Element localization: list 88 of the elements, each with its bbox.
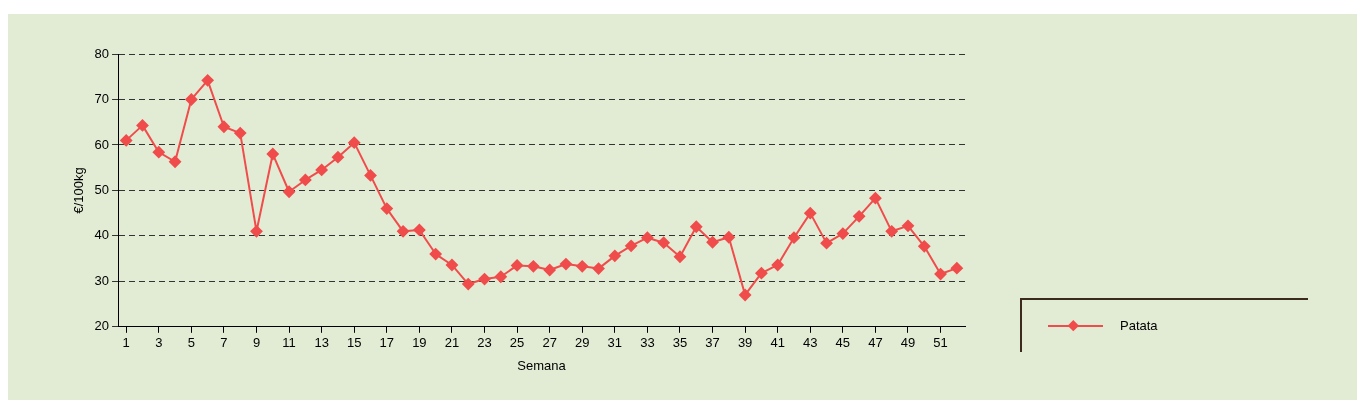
point xyxy=(413,223,426,236)
x-tick-label: 9 xyxy=(252,335,261,351)
x-tick-label: 7 xyxy=(220,335,228,351)
x-tick-label: 51 xyxy=(933,335,948,351)
point xyxy=(885,225,898,238)
point xyxy=(657,236,670,249)
x-tick-label: 39 xyxy=(737,335,753,351)
point xyxy=(739,288,752,301)
x-tick-label: 43 xyxy=(803,335,818,351)
point xyxy=(315,163,328,176)
point xyxy=(397,225,410,238)
point xyxy=(722,231,735,244)
point xyxy=(494,270,507,283)
x-tick-label: 49 xyxy=(900,335,916,351)
point xyxy=(625,239,638,252)
point xyxy=(804,207,817,220)
point xyxy=(901,219,914,232)
x-tick-label: 1 xyxy=(122,335,130,351)
x-tick-label: 15 xyxy=(346,335,362,351)
y-tick-label: 70 xyxy=(94,91,110,107)
point xyxy=(527,260,540,273)
y-tick-label: 50 xyxy=(94,181,110,197)
point xyxy=(445,258,458,271)
point xyxy=(690,220,703,233)
point xyxy=(152,146,165,159)
point xyxy=(234,127,247,140)
x-tick-label: 25 xyxy=(509,335,525,351)
point xyxy=(299,173,312,186)
x-tick-label: 5 xyxy=(187,335,195,351)
point xyxy=(918,240,931,253)
point xyxy=(673,250,686,263)
x-tick-label: 19 xyxy=(412,335,427,351)
point xyxy=(136,119,149,132)
point xyxy=(592,262,605,275)
x-tick-label: 31 xyxy=(607,335,623,351)
point xyxy=(185,93,198,106)
x-tick-label: 3 xyxy=(155,335,163,351)
y-tick-label: 20 xyxy=(94,318,110,334)
point xyxy=(641,231,654,244)
point xyxy=(331,151,344,164)
point xyxy=(543,263,556,276)
point xyxy=(706,236,719,249)
x-tick-label: 47 xyxy=(868,335,883,351)
point xyxy=(820,237,833,250)
point xyxy=(283,185,296,198)
x-tick-label: 29 xyxy=(575,335,590,351)
point xyxy=(836,227,849,240)
x-tick-label: 27 xyxy=(542,335,557,351)
y-tick-label: 80 xyxy=(94,45,110,61)
x-tick-label: 33 xyxy=(640,335,655,351)
point xyxy=(266,148,279,161)
point xyxy=(217,120,230,133)
x-tick-label: 45 xyxy=(835,335,851,351)
y-tick-label: 40 xyxy=(94,227,110,243)
point xyxy=(120,134,133,147)
x-tick-label: 13 xyxy=(314,335,329,351)
point xyxy=(787,231,800,244)
x-tick-label: 23 xyxy=(477,335,492,351)
x-axis-title: Semana xyxy=(517,357,567,373)
point xyxy=(169,155,182,168)
x-tick-label: 37 xyxy=(705,335,720,351)
point xyxy=(576,260,589,273)
point xyxy=(462,278,475,291)
x-tick-label: 35 xyxy=(672,335,688,351)
point xyxy=(950,262,963,275)
point xyxy=(559,258,572,271)
point xyxy=(348,136,361,149)
point xyxy=(755,267,768,280)
point xyxy=(869,192,882,205)
point xyxy=(429,248,442,261)
x-tick-label: 21 xyxy=(444,335,460,351)
y-tick-label: 30 xyxy=(94,272,110,288)
x-tick-label: 11 xyxy=(282,335,296,351)
point xyxy=(380,202,393,215)
y-tick-label: 60 xyxy=(94,136,110,152)
point xyxy=(853,210,866,223)
point xyxy=(771,258,784,271)
y-axis-title: €/100kg xyxy=(71,167,87,214)
point xyxy=(608,249,621,262)
point xyxy=(201,74,214,87)
point xyxy=(364,169,377,182)
x-tick-label: 41 xyxy=(770,335,785,351)
point xyxy=(511,259,524,272)
point xyxy=(934,268,947,281)
point xyxy=(250,225,263,238)
legend-label: Patata xyxy=(1120,318,1158,333)
x-tick-label: 17 xyxy=(379,335,395,351)
point xyxy=(478,273,491,286)
